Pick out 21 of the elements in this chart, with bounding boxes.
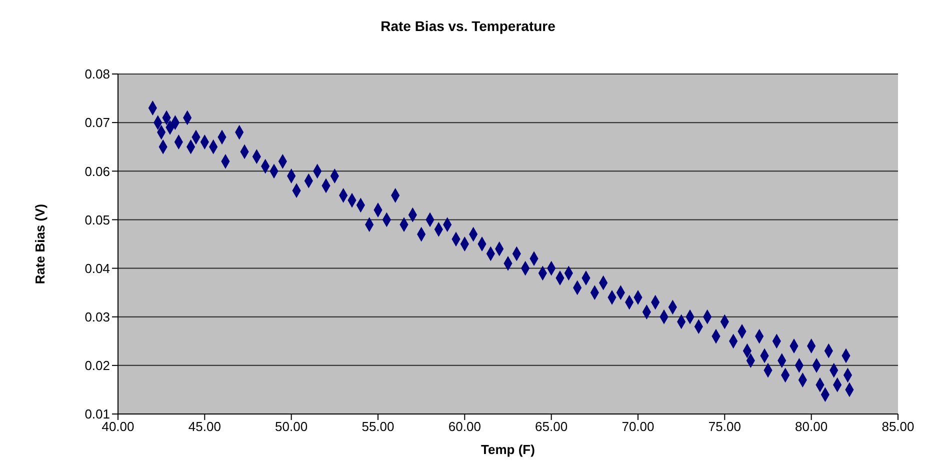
y-tick-label: 0.03 [84, 309, 110, 324]
x-tick-label: 65.00 [535, 419, 568, 434]
x-tick-label: 55.00 [362, 419, 394, 434]
x-tick-label: 50.00 [275, 419, 308, 434]
x-tick-label: 85.00 [882, 419, 914, 434]
y-tick-label: 0.08 [84, 66, 110, 82]
x-tick-label: 40.00 [102, 419, 134, 434]
y-tick-label: 0.02 [84, 358, 110, 374]
y-tick-label: 0.07 [84, 115, 110, 130]
y-tick-label: 0.01 [84, 406, 110, 422]
y-axis-title: Rate Bias (V) [32, 204, 48, 284]
y-tick-label: 0.05 [84, 212, 110, 228]
x-tick-label: 70.00 [622, 419, 654, 434]
y-tick-label: 0.06 [84, 164, 110, 179]
x-tick-label: 75.00 [708, 419, 741, 434]
chart-title: Rate Bias vs. Temperature [380, 17, 556, 36]
y-tick-label: 0.04 [84, 260, 110, 276]
x-tick-label: 60.00 [448, 419, 481, 434]
x-axis-title: Temp (F) [481, 442, 535, 457]
x-tick-label: 80.00 [795, 419, 828, 434]
x-tick-label: 45.00 [188, 419, 221, 434]
